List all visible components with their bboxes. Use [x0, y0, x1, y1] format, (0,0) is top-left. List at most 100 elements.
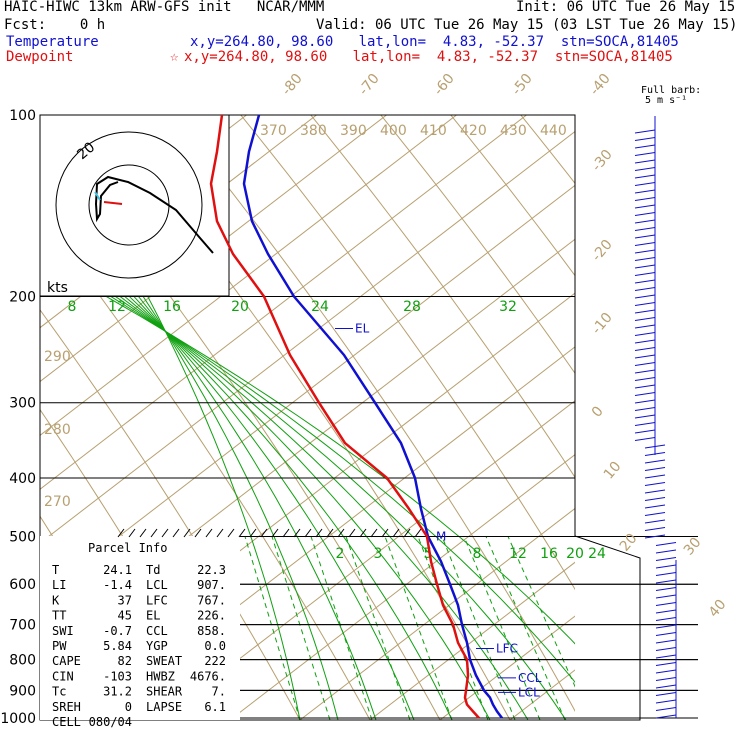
theta-label: 290: [44, 349, 71, 365]
wind-barb: [655, 579, 677, 584]
wind-barb: [644, 527, 666, 531]
theta-label: 400: [380, 123, 407, 139]
wind-barb: [655, 677, 677, 681]
hatch-mark: [359, 528, 367, 538]
isotherm-label: 10: [601, 459, 625, 483]
wind-barb: [644, 474, 666, 479]
level-marker-lfc: LFC: [496, 642, 518, 656]
mixing-ratio-label: 5: [424, 546, 433, 562]
wind-barb: [634, 422, 656, 426]
wind-barb: [634, 152, 656, 156]
theta-label: 410: [420, 123, 447, 139]
wind-barb: [634, 437, 656, 441]
hatch-mark: [194, 528, 202, 538]
dry-adiabat: [450, 115, 575, 277]
theta-label: 280: [44, 422, 71, 438]
wind-barb: [634, 137, 656, 141]
isotherm-line: [229, 453, 575, 721]
mixing-ratio-label: 24: [311, 299, 329, 315]
isotherm-label: -60: [431, 71, 458, 99]
mixing-ratio-label: 8: [68, 299, 77, 315]
wind-barb: [644, 534, 666, 539]
isotherm-label: -80: [279, 71, 306, 99]
mixing-ratio-label: 32: [499, 299, 517, 315]
wind-barb: [655, 647, 677, 651]
hatch-mark: [315, 528, 323, 538]
pressure-label-900: 900: [9, 683, 36, 699]
isotherm-label: 40: [706, 597, 730, 621]
hatch-mark: [128, 528, 136, 538]
parcel-value: 222: [204, 654, 226, 668]
isotherm-line: [40, 115, 527, 490]
full-barb-label: Full barb:: [641, 85, 702, 96]
hatch-mark: [326, 528, 334, 538]
parcel-key: SHEAR: [146, 685, 183, 699]
parcel-value: 6.1: [204, 700, 226, 714]
wind-barb: [655, 594, 677, 599]
hatch-mark: [271, 528, 279, 538]
wind-barb: [634, 159, 656, 164]
level-marker-m: M: [436, 529, 446, 543]
hatch-mark: [403, 528, 411, 538]
theta-label: 380: [300, 123, 327, 139]
wind-barb: [655, 542, 677, 546]
wind-barb: [644, 482, 666, 486]
parcel-value: 080/04: [89, 715, 132, 729]
mixing-ratio-line: [441, 536, 516, 721]
hodograph-box: [39, 114, 230, 297]
dry-adiabat: [40, 309, 301, 721]
wind-barb: [634, 324, 656, 329]
parcel-value: 4676.: [190, 669, 226, 683]
parcel-value: -103: [103, 669, 132, 683]
wind-barb: [655, 654, 677, 659]
hatch-mark: [249, 528, 257, 538]
isotherm-line: [580, 115, 740, 720]
wind-barb: [634, 257, 656, 261]
dry-adiabat: [380, 115, 575, 375]
isotherm-line: [299, 507, 575, 721]
parcel-key: PW: [52, 639, 67, 653]
parcel-key: YGP: [146, 639, 168, 653]
hodograph-trace: [94, 175, 214, 254]
hatch-mark: [161, 528, 169, 538]
hodograph-units-label: kts: [47, 280, 68, 296]
isotherm-line: [720, 115, 740, 720]
dewpoint-station-info: x,y=264.80, 98.60 lat,lon= 4.83, -52.37 …: [184, 49, 673, 65]
parcel-value: 858.: [197, 624, 226, 638]
mixing-ratio-line: [384, 536, 453, 721]
parcel-value: 767.: [197, 593, 226, 607]
wind-barb: [655, 692, 677, 696]
parcel-value: -0.7: [103, 624, 132, 638]
wind-barb: [655, 707, 677, 711]
moist-adiabat: [40, 252, 575, 683]
parcel-value: 5.84: [103, 639, 132, 653]
hatch-mark: [216, 528, 224, 538]
wind-barb: [634, 294, 656, 299]
parcel-key: Tc: [52, 685, 66, 699]
dry-adiabat: [520, 115, 575, 185]
mixing-ratio-line: [463, 536, 541, 721]
wind-barb: [634, 279, 656, 284]
wind-barb: [634, 399, 656, 404]
isotherm-label: 30: [681, 535, 705, 559]
parcel-key: EL: [146, 609, 160, 623]
parcel-key: LCL: [146, 578, 168, 592]
isotherm-line: [439, 615, 575, 721]
isotherm-label: -50: [509, 71, 536, 99]
pressure-label-400: 400: [9, 471, 36, 487]
parcel-key: CIN: [52, 669, 74, 683]
parcel-value: 31.2: [103, 685, 132, 699]
theta-label: 370: [260, 123, 287, 139]
hatch-mark: [381, 528, 389, 538]
parcel-value: 0: [125, 700, 132, 714]
isotherm-label: 0: [589, 403, 607, 420]
parcel-key: LAPSE: [146, 700, 182, 714]
hatch-mark: [304, 528, 312, 538]
wind-barb: [655, 699, 677, 704]
wind-barb: [655, 639, 677, 644]
wind-barb: [634, 197, 656, 201]
parcel-key: Td: [146, 563, 160, 577]
hatch-mark: [183, 528, 191, 538]
wind-barb: [644, 497, 666, 501]
